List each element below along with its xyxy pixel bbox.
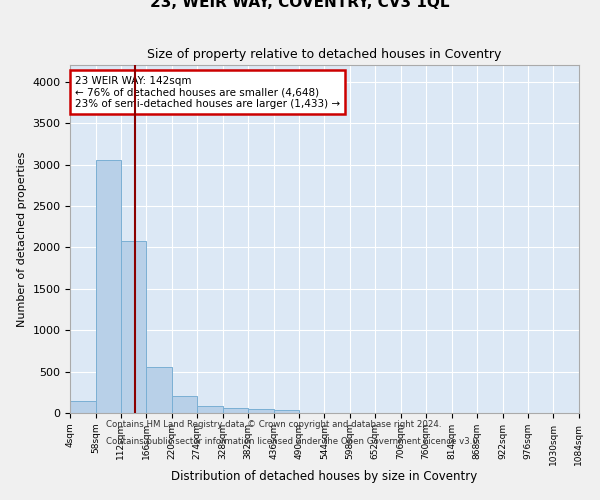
Bar bbox=[146, 368, 172, 413]
Text: Contains HM Land Registry data © Crown copyright and database right 2024.: Contains HM Land Registry data © Crown c… bbox=[106, 420, 441, 429]
Text: Contains public sector information licensed under the Open Government Licence v3: Contains public sector information licen… bbox=[106, 437, 480, 446]
Bar bbox=[197, 406, 223, 413]
Bar bbox=[172, 396, 197, 413]
Bar bbox=[95, 160, 121, 413]
Text: 23 WEIR WAY: 142sqm
← 76% of detached houses are smaller (4,648)
23% of semi-det: 23 WEIR WAY: 142sqm ← 76% of detached ho… bbox=[75, 76, 340, 109]
X-axis label: Distribution of detached houses by size in Coventry: Distribution of detached houses by size … bbox=[172, 470, 478, 484]
Text: 23, WEIR WAY, COVENTRY, CV3 1QL: 23, WEIR WAY, COVENTRY, CV3 1QL bbox=[150, 0, 450, 10]
Y-axis label: Number of detached properties: Number of detached properties bbox=[17, 152, 26, 327]
Bar bbox=[121, 241, 146, 413]
Bar bbox=[248, 409, 274, 413]
Bar bbox=[274, 410, 299, 413]
Bar bbox=[223, 408, 248, 413]
Bar bbox=[70, 402, 95, 413]
Title: Size of property relative to detached houses in Coventry: Size of property relative to detached ho… bbox=[147, 48, 502, 62]
